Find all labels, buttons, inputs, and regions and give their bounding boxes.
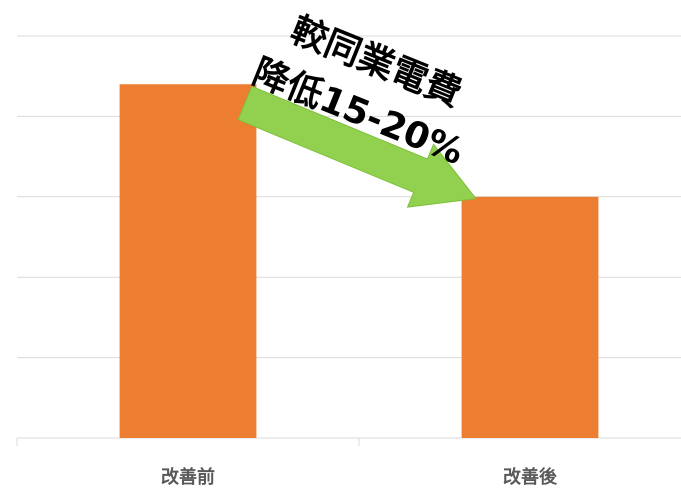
bar xyxy=(119,84,257,439)
bars xyxy=(119,84,599,439)
arrow-shape xyxy=(237,85,477,208)
x-tick-label: 改善前 xyxy=(161,466,215,488)
bar xyxy=(461,196,599,438)
x-tick-label: 改善後 xyxy=(503,466,558,488)
arrow xyxy=(237,85,477,208)
